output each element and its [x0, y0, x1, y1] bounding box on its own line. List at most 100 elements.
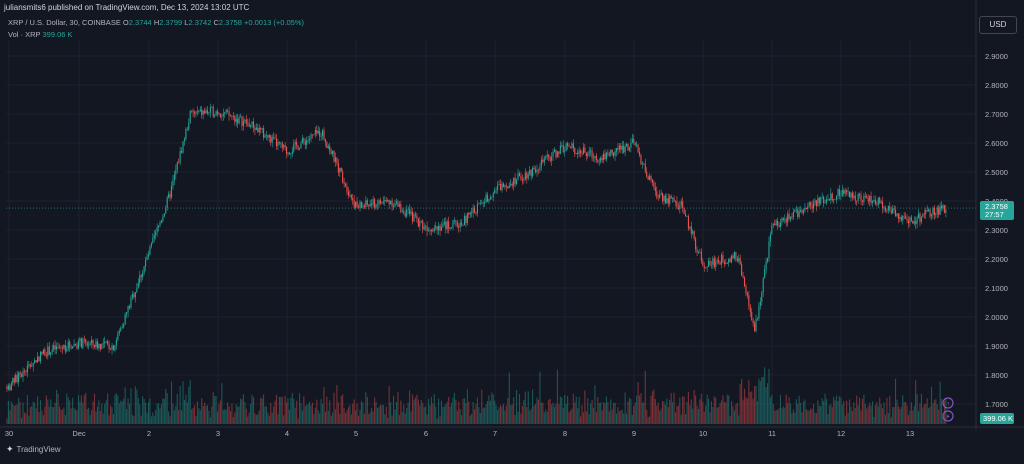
candle-body [212, 106, 214, 117]
volume-bar [252, 397, 255, 424]
volume-bar [146, 412, 148, 424]
volume-bar [930, 386, 933, 424]
volume-label[interactable]: Vol · XRP [8, 30, 41, 39]
candle-body [502, 183, 504, 188]
volume-bar [699, 399, 701, 424]
candle-body [204, 110, 206, 114]
candle-body [782, 218, 784, 221]
volume-bar [450, 403, 453, 424]
volume-bar [712, 406, 714, 424]
volume-bar [733, 410, 736, 424]
volume-bar [250, 403, 252, 424]
candle-body [121, 327, 123, 329]
candle-body [432, 229, 434, 232]
footer-brand[interactable]: TradingView [16, 445, 61, 454]
volume-bar [860, 410, 862, 424]
volume-bar [342, 394, 344, 424]
volume-bar [280, 397, 282, 424]
candle-body [142, 272, 144, 278]
volume-bar [468, 401, 470, 424]
volume-bar [608, 411, 610, 424]
volume-bar [818, 405, 820, 424]
volume-bar [755, 385, 757, 424]
candle-body [193, 112, 196, 114]
volume-bar [673, 392, 675, 424]
volume-bar [92, 401, 94, 424]
candle-body [597, 160, 599, 162]
volume-bar [481, 389, 483, 424]
candle-body [524, 172, 526, 181]
candle-body [871, 201, 874, 203]
volume-bar [497, 410, 499, 424]
candle-body [649, 176, 651, 180]
candle-body [486, 194, 489, 202]
candle-body [759, 301, 761, 307]
volume-bar [915, 380, 917, 424]
candle-body [458, 226, 460, 228]
volume-bar [574, 402, 576, 424]
volume-bar [676, 406, 678, 424]
volume-bar [640, 393, 642, 424]
volume-bar [225, 409, 227, 424]
candle-body [690, 226, 692, 234]
volume-bar [913, 405, 915, 424]
candle-body [559, 145, 561, 154]
volume-bar [925, 403, 927, 424]
volume-bar [571, 408, 573, 424]
volume-bar [192, 407, 194, 424]
candle-body [178, 162, 180, 164]
volume-bar [137, 397, 139, 424]
candle-body [811, 205, 813, 209]
volume-bar [165, 388, 167, 424]
volume-bar [666, 398, 668, 424]
candle-body [788, 213, 790, 220]
candle-body [463, 216, 466, 226]
volume-bar [520, 413, 522, 424]
volume-bar [524, 391, 526, 424]
candle-body [728, 258, 730, 264]
candle-body [848, 191, 851, 198]
candle-body [628, 147, 631, 151]
candle-body [353, 200, 355, 208]
volume-bar [539, 371, 541, 424]
volume-bar [201, 398, 203, 424]
volume-bar [859, 397, 861, 424]
volume-bar [813, 404, 815, 424]
volume-bar [475, 404, 477, 424]
candle-body [61, 347, 63, 349]
volume-bar [797, 403, 799, 424]
volume-bar [472, 402, 474, 424]
volume-bar [638, 395, 641, 424]
candle-body [527, 174, 529, 179]
volume-bar [887, 412, 889, 424]
symbol-title[interactable]: XRP / U.S. Dollar, 30, COINBASE [8, 18, 121, 27]
candle-body [533, 167, 535, 170]
currency-button[interactable]: USD [979, 16, 1017, 34]
candle-body [900, 217, 902, 221]
candle-body [667, 198, 669, 204]
time-axis[interactable]: 30 Dec 2 3 4 5 6 7 8 9 10 11 12 13 [0, 426, 1024, 438]
close-label: C [213, 18, 219, 27]
candle-body [238, 117, 240, 124]
volume-bar [301, 410, 303, 424]
volume-bar [501, 406, 503, 424]
candle-body [529, 169, 531, 175]
candle-body [300, 143, 302, 149]
price-axis[interactable]: 1.7000 1.8000 1.9000 2.0000 2.1000 2.2000 2.30… [942, 0, 1014, 430]
candle-body [943, 205, 945, 213]
volume-bar [768, 368, 770, 424]
candle-body [695, 238, 697, 250]
volume-bar [391, 415, 393, 424]
volume-bar [430, 396, 432, 424]
candle-body [621, 145, 623, 150]
volume-bar [549, 398, 551, 424]
volume-bar [748, 379, 750, 424]
candle-body [10, 383, 12, 391]
volume-bar [728, 395, 730, 424]
candle-body [229, 115, 232, 117]
candle-body [283, 145, 285, 148]
candle-body [417, 218, 419, 227]
volume-bar [886, 397, 888, 424]
